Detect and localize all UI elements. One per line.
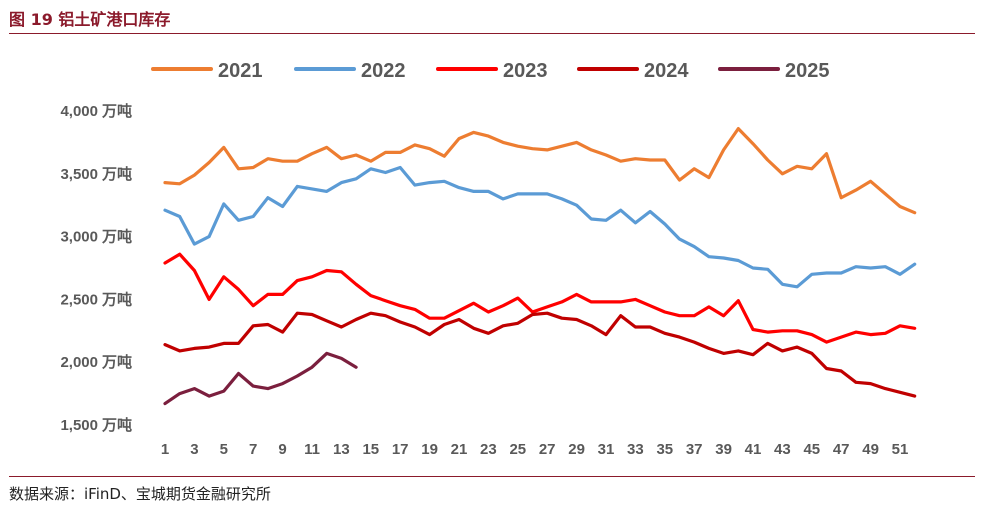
x-tick-label: 17 (392, 441, 409, 458)
series-line-2022 (163, 165, 917, 289)
x-tick-label: 33 (627, 441, 644, 458)
source-rule (9, 476, 975, 477)
y-tick-label: 4,000 (60, 103, 98, 120)
x-tick-label: 15 (362, 441, 379, 458)
x-tick-label: 1 (161, 441, 169, 458)
x-tick-label: 13 (333, 441, 350, 458)
series-line-2024 (163, 311, 917, 398)
y-tick-label: 2,000 (60, 354, 98, 371)
x-tick-label: 9 (278, 441, 286, 458)
x-tick-label: 7 (249, 441, 257, 458)
x-tick-label: 29 (568, 441, 585, 458)
y-tick-label: 3,500 (60, 166, 98, 183)
x-tick-label: 51 (892, 441, 909, 458)
y-tick-unit: 万吨 (101, 353, 132, 371)
y-tick-unit: 万吨 (101, 228, 132, 246)
x-tick-label: 47 (833, 441, 850, 458)
x-tick-label: 31 (598, 441, 615, 458)
y-tick-label: 2,500 (60, 291, 98, 308)
y-tick-unit: 万吨 (101, 290, 132, 308)
series-line-2025 (163, 351, 358, 406)
legend-label-2024: 2024 (644, 60, 689, 82)
y-tick-unit: 万吨 (101, 416, 132, 434)
x-tick-label: 25 (509, 441, 526, 458)
legend-label-2021: 2021 (218, 60, 263, 82)
x-tick-label: 19 (421, 441, 438, 458)
x-tick-label: 35 (656, 441, 673, 458)
x-tick-label: 23 (480, 441, 497, 458)
y-tick-unit: 万吨 (101, 102, 132, 120)
series-line-2023 (163, 252, 917, 344)
legend-label-2023: 2023 (503, 60, 548, 82)
figure-title: 图 19 铝土矿港口库存 (9, 10, 171, 29)
x-tick-label: 39 (715, 441, 732, 458)
x-tick-label: 37 (686, 441, 703, 458)
x-tick-label: 43 (774, 441, 791, 458)
y-axis: 1,500 万吨2,000 万吨2,500 万吨3,000 万吨3,500 万吨4,000… (60, 102, 132, 434)
y-tick-label: 3,000 (60, 229, 98, 246)
x-tick-label: 5 (220, 441, 228, 458)
x-tick-label: 45 (803, 441, 820, 458)
x-tick-label: 27 (539, 441, 556, 458)
series-line-2021 (163, 127, 917, 215)
series-lines (163, 127, 917, 406)
x-tick-label: 3 (190, 441, 198, 458)
y-tick-label: 1,500 (60, 417, 98, 434)
legend-label-2025: 2025 (785, 60, 830, 82)
x-tick-label: 49 (862, 441, 879, 458)
x-tick-label: 11 (304, 441, 320, 458)
x-tick-label: 41 (745, 441, 762, 458)
title-rule (9, 33, 975, 34)
legend: 2021 2022 2023 2024 2025 (151, 60, 830, 82)
x-axis: 1 3 5 7 9 11 13 15 17 19 21 23 25 27 29 31 33 35 37 39 41 43 4… (161, 441, 909, 458)
y-tick-unit: 万吨 (101, 165, 132, 183)
x-tick-label: 21 (451, 441, 468, 458)
legend-label-2022: 2022 (361, 60, 406, 82)
source-note: 数据来源：iFinD、宝城期货金融研究所 (9, 485, 271, 503)
